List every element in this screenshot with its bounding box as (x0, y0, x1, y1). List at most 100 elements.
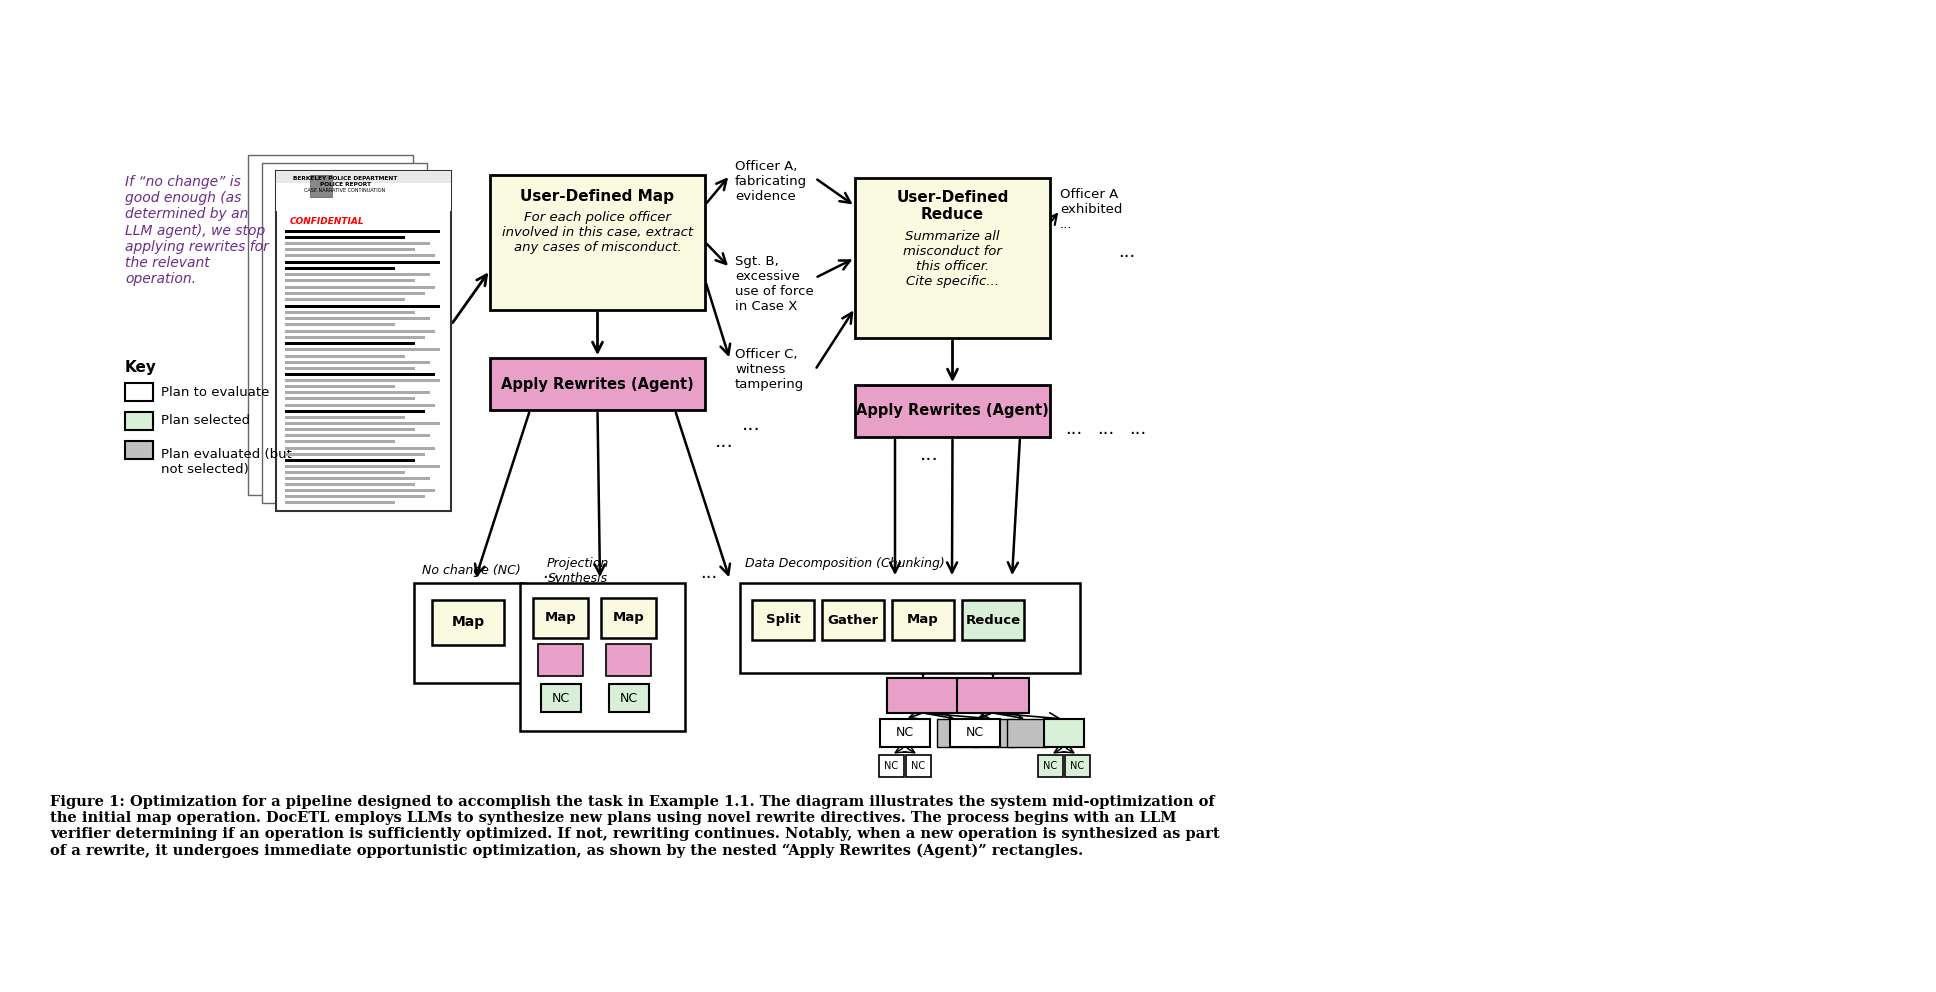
Bar (285, 292, 426, 295)
Bar (285, 483, 414, 486)
Bar (285, 267, 395, 270)
Bar (285, 298, 405, 301)
Text: Map: Map (612, 611, 645, 625)
Bar (285, 355, 405, 358)
Bar (285, 254, 436, 257)
Text: NC: NC (966, 726, 983, 739)
Text: NC: NC (1071, 761, 1084, 771)
Bar (956, 678, 1030, 713)
Text: Figure 1: Optimization for a pipeline designed to accomplish the task in Example: Figure 1: Optimization for a pipeline de… (50, 795, 1220, 858)
Bar (606, 644, 650, 676)
Bar (538, 644, 583, 676)
Bar (1044, 719, 1084, 747)
Text: Plan selected: Plan selected (161, 415, 250, 428)
Bar (277, 171, 451, 511)
Bar (285, 428, 414, 431)
Bar (974, 719, 1014, 747)
Bar (285, 404, 436, 407)
Bar (126, 441, 153, 459)
Bar (414, 583, 525, 683)
Bar (285, 422, 439, 425)
Bar (285, 471, 405, 474)
Bar (823, 600, 885, 640)
Text: ...: ... (1065, 420, 1082, 438)
Bar (887, 678, 958, 713)
Text: Summarize all
misconduct for
this officer.
Cite specific...: Summarize all misconduct for this office… (902, 230, 1003, 288)
Bar (285, 311, 414, 314)
Text: ...: ... (1129, 420, 1146, 438)
Bar (1065, 755, 1090, 777)
Bar (285, 434, 430, 437)
Bar (285, 342, 414, 345)
Bar (285, 459, 414, 462)
Text: ...: ... (741, 415, 761, 434)
Bar (126, 383, 153, 401)
Bar (285, 489, 436, 492)
Bar (285, 391, 430, 394)
Bar (285, 336, 426, 339)
Bar (285, 397, 414, 400)
Bar (285, 286, 436, 289)
Text: ...: ... (542, 564, 560, 582)
Text: ...: ... (714, 432, 734, 451)
Bar (285, 385, 395, 388)
Bar (261, 163, 428, 503)
Bar (490, 175, 705, 310)
Text: NC: NC (885, 761, 898, 771)
Bar (906, 755, 931, 777)
Text: Map: Map (544, 611, 577, 625)
Bar (285, 495, 426, 498)
Bar (285, 230, 439, 233)
Bar (285, 261, 439, 264)
Text: For each police officer
involved in this case, extract
any cases of misconduct.: For each police officer involved in this… (501, 211, 693, 254)
Bar (285, 273, 430, 276)
Bar (285, 410, 426, 413)
Bar (1007, 719, 1047, 747)
Bar (879, 755, 904, 777)
Bar (881, 719, 929, 747)
Text: Split: Split (765, 613, 800, 627)
Bar (285, 317, 430, 320)
Bar (608, 684, 649, 712)
Text: ...: ... (1117, 243, 1134, 261)
Bar (285, 440, 395, 443)
Bar (856, 385, 1049, 437)
Text: Apply Rewrites (Agent): Apply Rewrites (Agent) (856, 404, 1049, 419)
Text: Plan evaluated (but
not selected): Plan evaluated (but not selected) (161, 448, 292, 476)
Text: Plan to evaluate: Plan to evaluate (161, 386, 269, 399)
Text: NC: NC (552, 691, 569, 704)
Bar (310, 175, 331, 197)
Bar (285, 279, 414, 282)
Text: BERKELEY POLICE DEPARTMENT: BERKELEY POLICE DEPARTMENT (292, 176, 397, 181)
Bar (962, 600, 1024, 640)
Text: Officer A
exhibited
...: Officer A exhibited ... (1061, 188, 1123, 231)
Text: User-Defined Map: User-Defined Map (521, 189, 674, 204)
Text: Gather: Gather (827, 613, 879, 627)
Text: CONFIDENTIAL: CONFIDENTIAL (290, 217, 364, 226)
Bar (285, 348, 439, 351)
Bar (856, 178, 1049, 338)
Bar (285, 236, 405, 239)
Bar (285, 416, 405, 419)
Text: Data Decomposition (Chunking): Data Decomposition (Chunking) (745, 557, 945, 570)
Bar (285, 323, 395, 326)
Bar (490, 358, 705, 410)
Text: Sgt. B,
excessive
use of force
in Case X: Sgt. B, excessive use of force in Case X (736, 255, 813, 313)
Bar (285, 379, 439, 382)
Bar (285, 453, 426, 456)
Bar (285, 477, 430, 480)
Text: Key: Key (126, 360, 157, 375)
Text: NC: NC (896, 726, 914, 739)
Bar (285, 447, 436, 450)
Text: NC: NC (620, 691, 637, 704)
Bar (751, 600, 813, 640)
Text: Apply Rewrites (Agent): Apply Rewrites (Agent) (501, 377, 693, 392)
Bar (285, 242, 430, 245)
Bar (1038, 755, 1063, 777)
Text: Officer C,
witness
tampering: Officer C, witness tampering (736, 348, 803, 391)
Bar (248, 155, 412, 495)
Bar (285, 305, 439, 308)
Text: ...: ... (701, 564, 716, 582)
Bar (540, 684, 581, 712)
Text: NC: NC (1044, 761, 1057, 771)
